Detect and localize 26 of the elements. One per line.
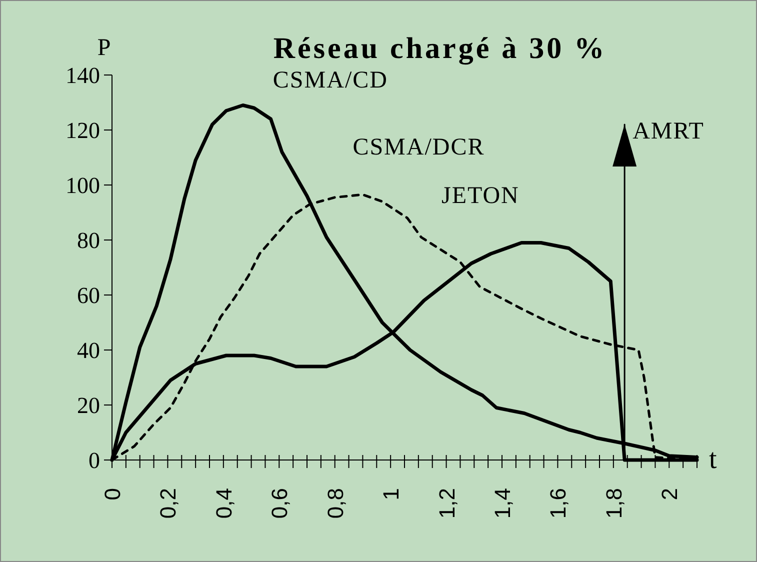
x-tick-label: 2 [657, 488, 682, 500]
y-tick-label: 20 [77, 393, 100, 418]
y-tick-label: 140 [66, 63, 100, 88]
y-tick-label: 100 [66, 173, 100, 198]
y-tick-label: 0 [88, 448, 100, 473]
x-tick-label: 0,2 [156, 488, 181, 519]
x-tick-label: 1 [378, 488, 404, 500]
y-tick-label: 60 [77, 283, 100, 308]
x-tick-label: 1,4 [490, 488, 515, 519]
legend-label: AMRT [632, 118, 704, 144]
x-tick-label: 1,8 [601, 488, 626, 519]
x-tick-label: 1,2 [434, 488, 460, 519]
y-tick-label: 120 [66, 118, 100, 143]
x-tick-label: 0 [100, 488, 125, 500]
x-tick-label: 0,8 [322, 488, 348, 519]
series-label: CSMA/DCR [352, 134, 485, 161]
series-label: CSMA/CD [272, 67, 388, 94]
series-label: JETON [442, 182, 520, 209]
y-tick-label: 40 [77, 338, 100, 363]
x-tick-label: 0,6 [267, 488, 292, 519]
chart-title: Réseau chargé à 30 % [273, 32, 607, 65]
y-axis-title: P [97, 35, 111, 61]
x-axis-title: t [709, 444, 717, 475]
x-tick-label: 1,6 [546, 488, 571, 519]
y-tick-label: 80 [77, 228, 100, 253]
x-tick-label: 0,4 [211, 488, 236, 519]
